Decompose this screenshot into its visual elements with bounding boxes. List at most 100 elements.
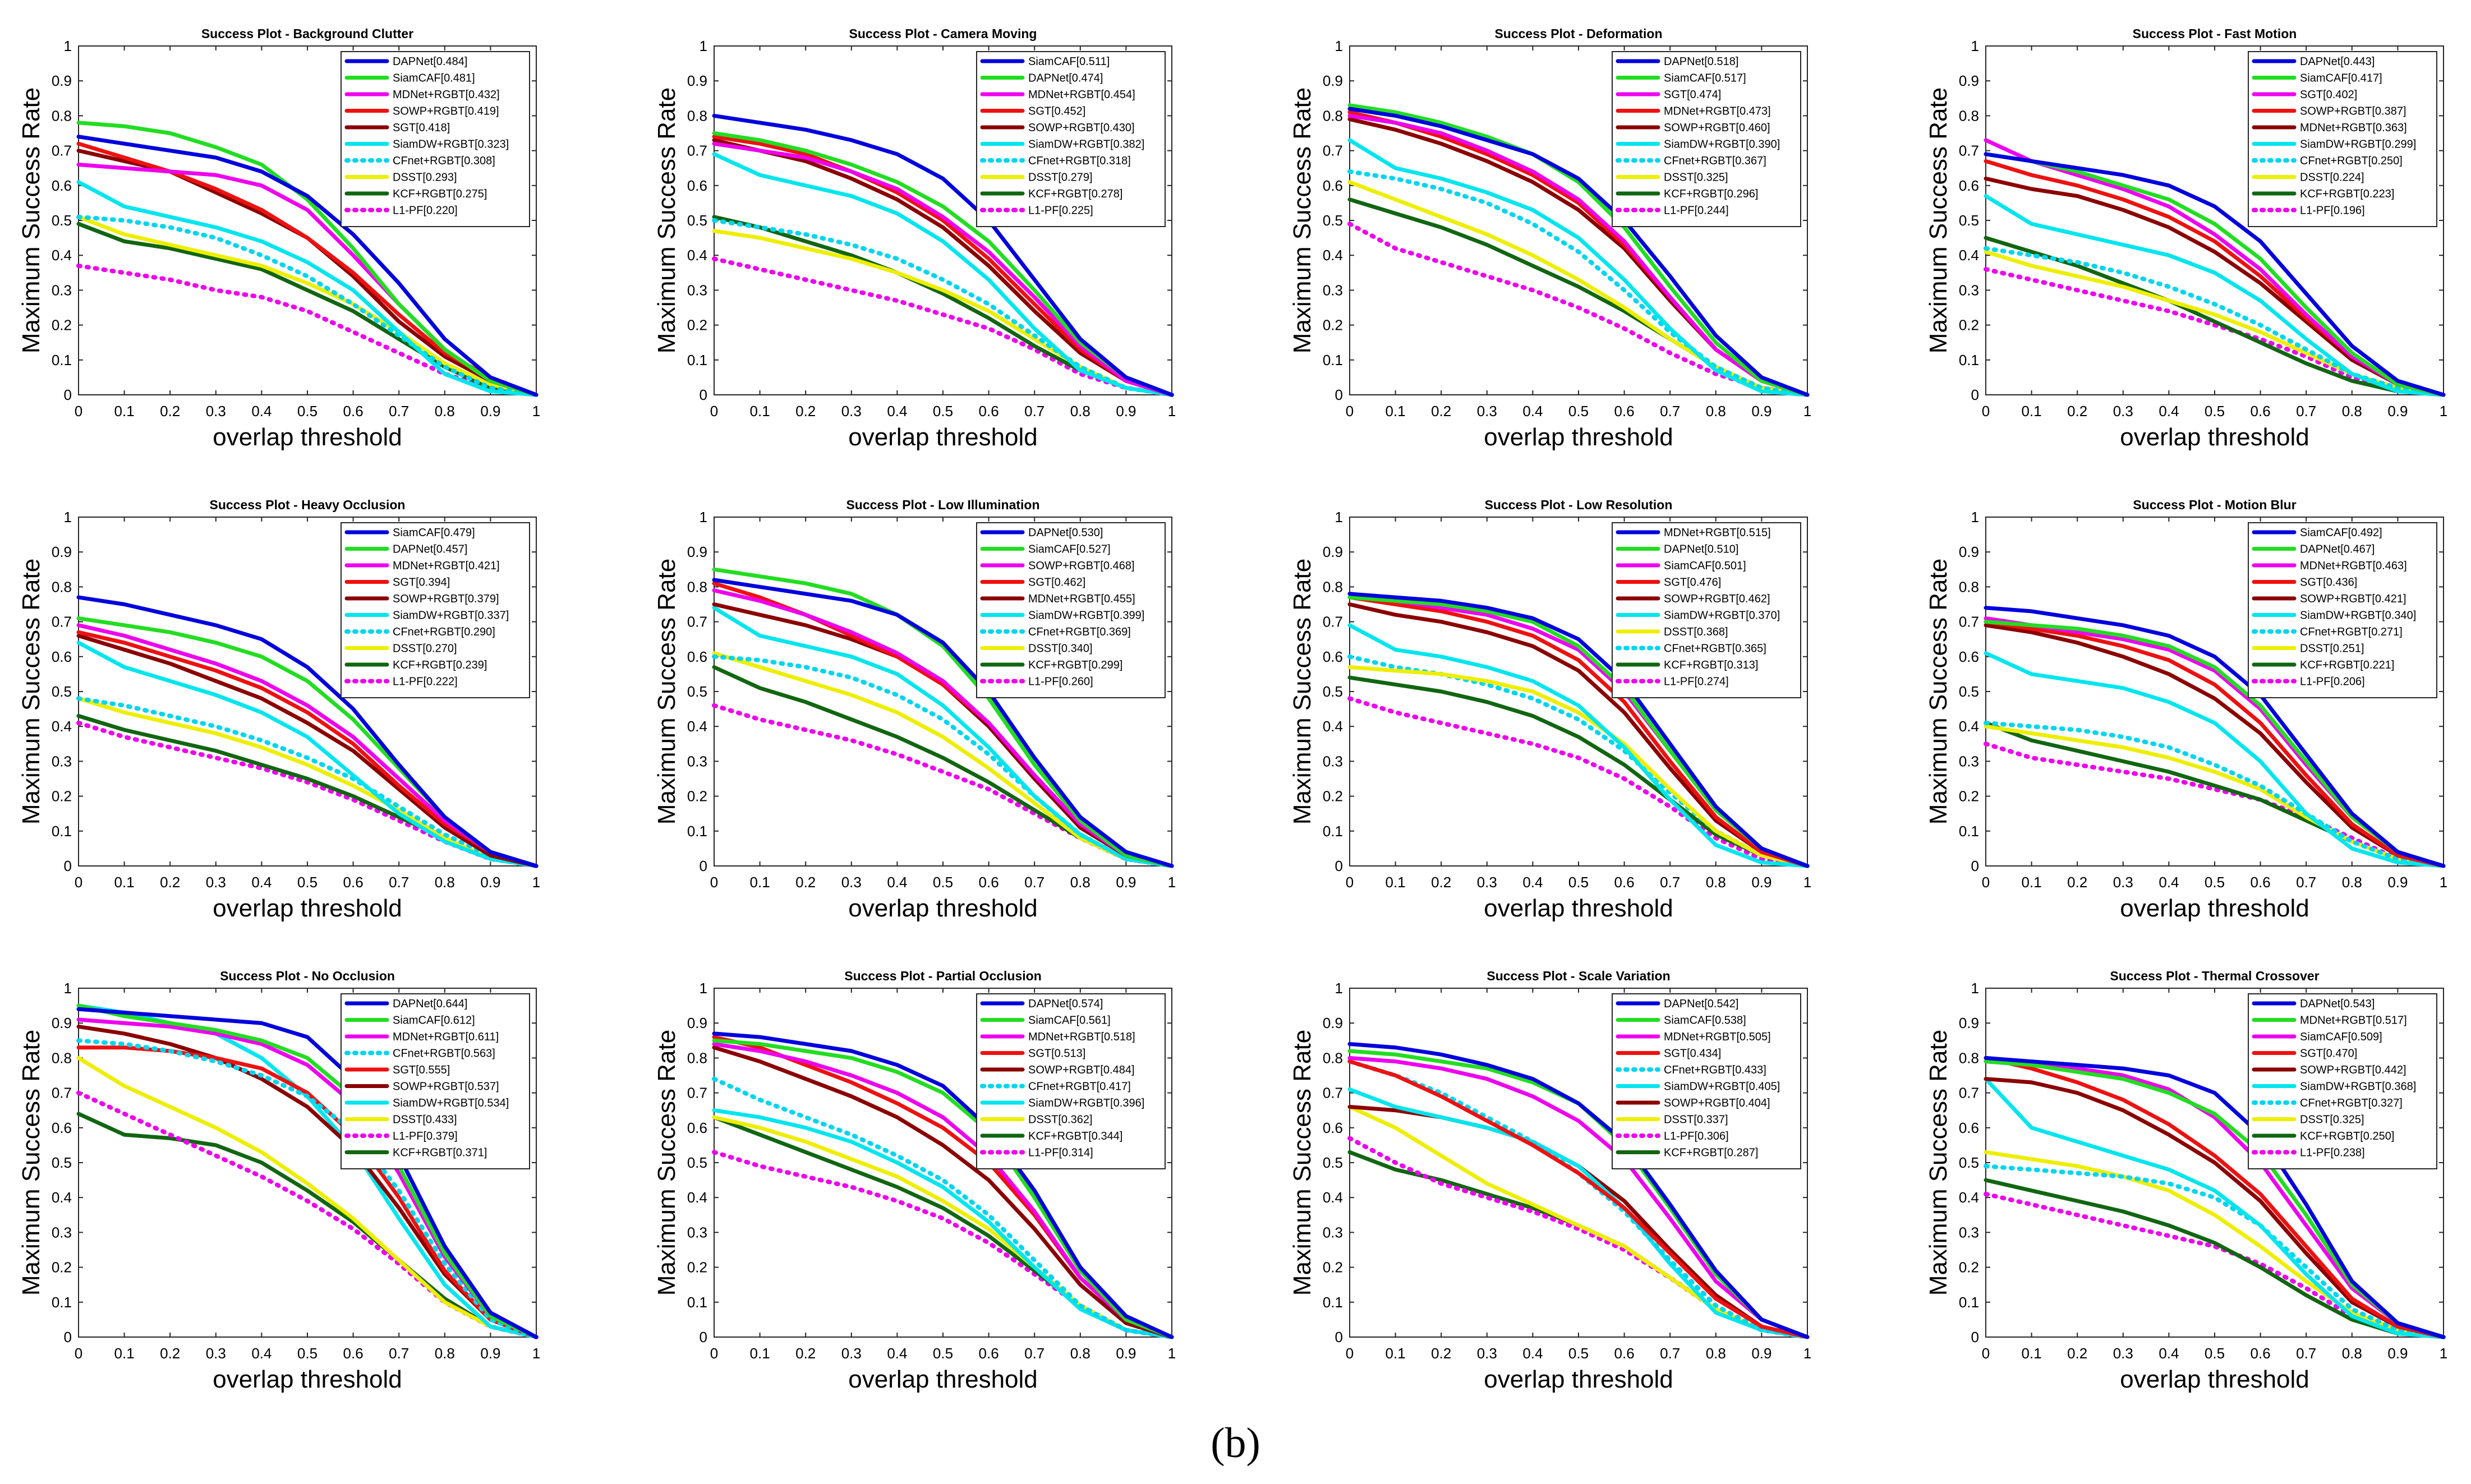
y-tick-label: 0.6 [52,177,72,194]
chart-title: Success Plot - Scale Variation [1487,969,1670,983]
series-line [712,1038,1174,1339]
legend-entry: SOWP+RGBT[0.379] [393,593,499,605]
y-tick-label: 1 [1971,509,1979,526]
x-tick-label: 0.4 [2159,1345,2179,1362]
x-tick-label: 0.2 [1431,874,1451,891]
y-tick-label: 0.1 [687,1294,707,1311]
series-line [76,640,539,868]
x-tick-label: 0.5 [1568,874,1589,891]
y-tick-label: 0 [1971,1329,1979,1345]
chart-title: Success Plot - No Occlusion [220,969,395,983]
y-tick-label: 0.5 [52,212,72,229]
y-tick-label: 0.6 [1323,648,1343,665]
x-axis-label: overlap threshold [1484,423,1673,451]
legend-entry: SGT[0.462] [1028,577,1085,589]
y-tick-label: 0.3 [687,753,707,769]
x-tick-label: 0.7 [2296,403,2316,420]
y-tick-label: 1 [700,980,707,997]
y-tick-label: 0.3 [687,1224,707,1241]
x-tick-label: 0.1 [2022,403,2042,420]
x-tick-label: 0.3 [206,1345,226,1362]
x-tick-label: 1 [532,1345,540,1362]
x-tick-label: 0.7 [389,1345,409,1362]
legend-entry: MDNet+RGBT[0.455] [1028,593,1135,605]
x-tick-label: 0.1 [114,403,135,420]
y-tick-label: 0.7 [687,614,707,630]
y-axis-label: Maximum Success Rate [653,1030,680,1296]
legend-entry: SOWP+RGBT[0.387] [2300,105,2406,118]
legend-box [2248,993,2437,1169]
legend-entry: DAPNet[0.644] [393,998,467,1010]
series-line [712,1076,1174,1339]
y-tick-label: 0.6 [687,177,707,194]
x-tick-label: 0.2 [2067,403,2087,420]
x-axis-label: overlap threshold [1484,1366,1673,1393]
y-tick-label: 0.3 [52,282,72,298]
x-tick-label: 0.9 [1751,403,1771,420]
legend-entry: SiamDW+RGBT[0.399] [1028,610,1144,622]
legend-entry: SiamDW+RGBT[0.337] [393,610,509,622]
legend-entry: KCF+RGBT[0.313] [1664,659,1758,671]
legend-entry: KCF+RGBT[0.278] [1028,188,1122,200]
x-tick-label: 0.9 [480,874,500,891]
x-tick-label: 0.5 [933,874,953,891]
legend-entry: SGT[0.452] [1028,105,1085,118]
series-line [1984,1077,2446,1339]
y-tick-label: 0 [700,858,707,874]
x-tick-label: 0.8 [2342,1345,2362,1362]
legend-entry: DSST[0.251] [2300,643,2364,655]
series-line [1984,721,2446,868]
y-tick-label: 0.8 [1323,1049,1343,1066]
legend-entry: MDNet+RGBT[0.517] [2300,1015,2407,1027]
legend-entry: SiamCAF[0.538] [1664,1015,1746,1027]
y-tick-label: 0.9 [1323,1015,1343,1031]
legend-entry: DAPNet[0.474] [1028,72,1103,85]
y-tick-label: 0.1 [687,823,707,840]
legend-entry: CFnet+RGBT[0.369] [1028,626,1131,638]
x-tick-label: 0.7 [2296,1345,2316,1362]
chart-title: Success Plot - Thermal Crossover [2110,969,2319,983]
y-tick-label: 1 [1335,38,1343,54]
y-tick-label: 0.4 [52,718,72,735]
chart-panel: Success Plot - Motion Blur 0 0.1 0.2 0.3 0.4 0… [1925,497,2447,922]
x-tick-label: 0.5 [2205,1345,2225,1362]
series-line [76,595,539,868]
legend-entry: SiamCAF[0.492] [2300,527,2382,539]
legend-entry: MDNet+RGBT[0.454] [1028,89,1135,101]
series-line [76,121,539,397]
x-tick-label: 0.4 [2159,874,2179,891]
legend-entry: SOWP+RGBT[0.462] [1664,593,1770,605]
y-tick-label: 0.8 [52,1049,72,1066]
legend-entry: KCF+RGBT[0.371] [393,1147,487,1159]
series-line [1984,651,2446,868]
y-tick-label: 0.7 [52,142,72,159]
x-tick-label: 0.8 [1706,874,1726,891]
y-tick-label: 0.9 [687,543,707,560]
x-tick-label: 0.3 [206,403,226,420]
chart-title: Success Plot - Fast Motion [2133,26,2297,41]
x-tick-label: 1 [2440,403,2447,420]
legend-entry: L1-PF[0.314] [1028,1147,1093,1159]
y-tick-label: 0.2 [1959,317,1979,334]
legend-entry: CFnet+RGBT[0.327] [2300,1097,2403,1109]
x-tick-label: 0 [1982,874,1990,891]
x-axis-label: overlap threshold [848,1366,1038,1393]
legend-entry: SGT[0.434] [1664,1048,1721,1060]
y-tick-label: 0.4 [687,247,707,264]
x-tick-label: 0.6 [1614,403,1635,420]
x-tick-label: 0.6 [979,1345,999,1362]
series-line [1984,1150,2446,1339]
y-tick-label: 0.9 [52,1015,72,1031]
y-tick-label: 0.2 [1323,1259,1343,1276]
x-tick-label: 0.4 [887,1345,907,1362]
x-tick-label: 0.8 [1706,1345,1726,1362]
legend-entry: KCF+RGBT[0.275] [393,188,487,200]
x-tick-label: 1 [532,403,540,420]
y-tick-label: 0.9 [52,72,72,89]
series-line [1347,1042,1810,1339]
series-line [712,1042,1174,1339]
chart-panel: Success Plot - Scale Variation 0 0.1 0.2 0.3… [1289,969,1811,1393]
legend-entry: MDNet+RGBT[0.363] [2300,122,2407,134]
legend-entry: L1-PF[0.222] [393,676,458,688]
x-tick-label: 0.5 [933,403,953,420]
